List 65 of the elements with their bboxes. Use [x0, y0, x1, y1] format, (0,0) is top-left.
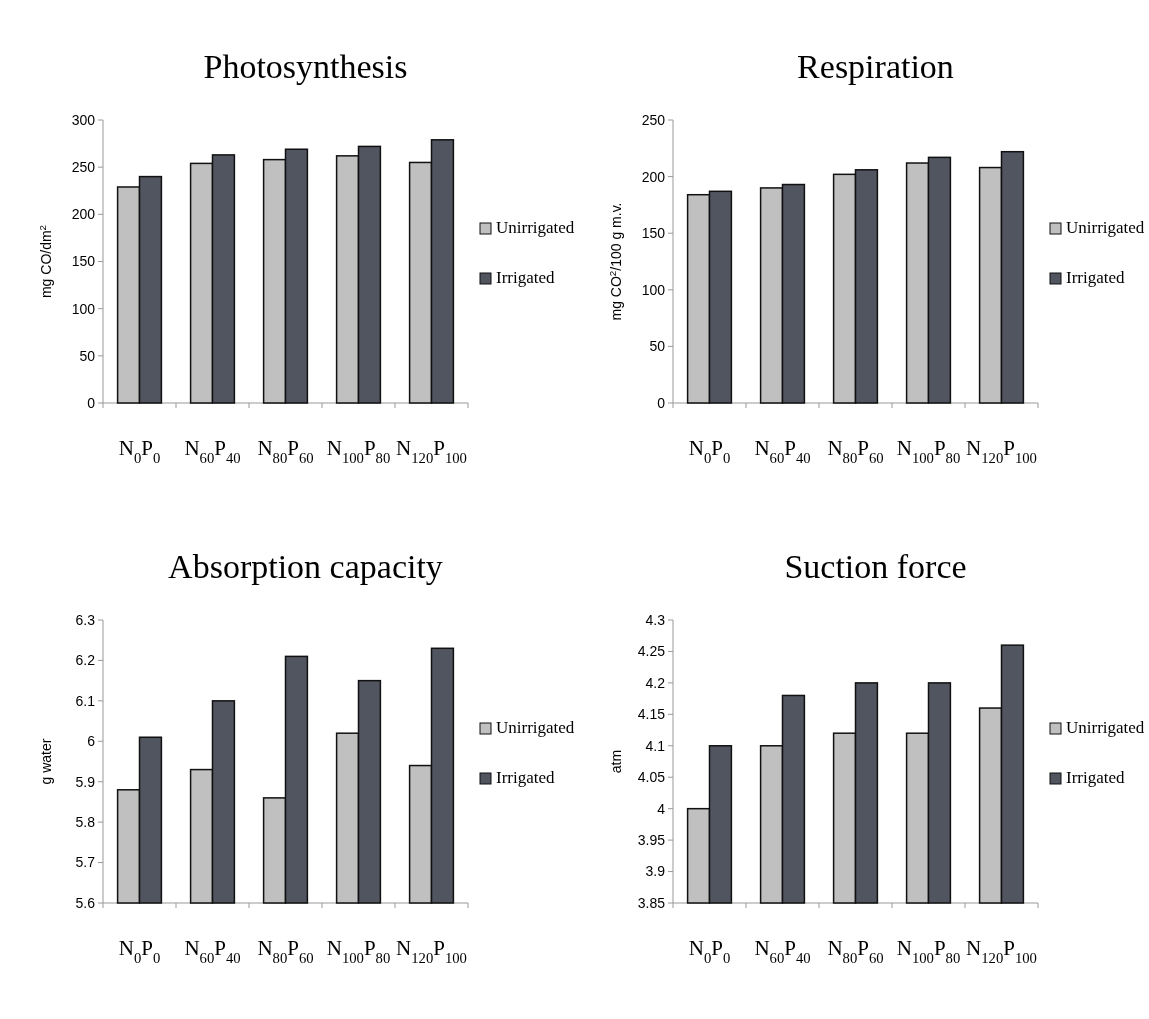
- x-tick-label: N$_{120}$P$_{100}$: [396, 436, 467, 466]
- y-tick-label: 6.2: [75, 652, 96, 669]
- x-tick-label: N$_{120}$P$_{100}$: [966, 436, 1037, 466]
- y-tick-label: 0: [657, 394, 666, 411]
- y-tick-label: 5.6: [75, 894, 96, 911]
- y-tick-label: 5.8: [75, 814, 96, 831]
- y-tick-label: 4.25: [637, 643, 666, 660]
- y-tick-label: 6.1: [75, 692, 96, 709]
- x-tick-label: N$_{100}$P$_{80}$: [326, 936, 391, 966]
- y-tick-label: 250: [71, 159, 96, 176]
- x-tick-label: N$_{120}$P$_{100}$: [396, 936, 467, 966]
- x-tick-label: N$_{60}$P$_{40}$: [184, 436, 241, 466]
- x-tick-label: N$_{0}$P$_{0}$: [118, 436, 161, 466]
- x-tick-label: N$_{60}$P$_{40}$: [754, 436, 811, 466]
- x-tick-label: N$_{100}$P$_{80}$: [896, 936, 961, 966]
- y-tick-label: 250: [641, 111, 666, 128]
- x-tick-label: N$_{80}$P$_{60}$: [257, 436, 314, 466]
- y-tick-label: 4.2: [645, 674, 666, 691]
- y-tick-label: 4: [657, 800, 666, 817]
- legend-label: Unirrigated: [496, 218, 575, 237]
- y-tick-label: 300: [71, 111, 96, 128]
- chart-title: Respiration: [797, 48, 954, 85]
- chart-title: Absorption capacity: [168, 548, 443, 585]
- y-tick-label: 200: [641, 168, 666, 185]
- legend-label: Irrigated: [496, 268, 556, 287]
- x-tick-label: N$_{100}$P$_{80}$: [896, 436, 961, 466]
- y-tick-label: 150: [71, 253, 96, 270]
- chart-title: Suction force: [784, 548, 967, 585]
- y-tick-label: 150: [641, 225, 666, 242]
- x-tick-label: N$_{0}$P$_{0}$: [118, 936, 161, 966]
- chart-title: Photosynthesis: [203, 48, 408, 85]
- y-tick-label: 3.85: [637, 894, 666, 911]
- legend-label: Unirrigated: [496, 718, 575, 737]
- y-tick-label: 6: [87, 733, 96, 750]
- x-tick-label: N$_{80}$P$_{60}$: [827, 436, 884, 466]
- legend-label: Unirrigated: [1066, 718, 1145, 737]
- y-tick-label: 0: [87, 394, 96, 411]
- y-tick-label: 200: [71, 206, 96, 223]
- legend-label: Irrigated: [496, 768, 556, 787]
- legend-label: Irrigated: [1066, 768, 1126, 787]
- y-axis-title: g water: [38, 738, 54, 785]
- y-tick-label: 6.3: [75, 611, 96, 628]
- x-tick-label: N$_{120}$P$_{100}$: [966, 936, 1037, 966]
- x-tick-label: N$_{60}$P$_{40}$: [754, 936, 811, 966]
- x-tick-label: N$_{100}$P$_{80}$: [326, 436, 391, 466]
- y-tick-label: 5.9: [75, 773, 96, 790]
- y-tick-label: 4.15: [637, 706, 666, 723]
- y-tick-label: 50: [649, 338, 666, 355]
- x-tick-label: N$_{80}$P$_{60}$: [827, 936, 884, 966]
- legend-label: Unirrigated: [1066, 218, 1145, 237]
- y-axis-title: atm: [608, 749, 624, 774]
- x-tick-label: N$_{0}$P$_{0}$: [688, 436, 731, 466]
- y-tick-label: 3.9: [645, 863, 666, 880]
- y-tick-label: 100: [71, 300, 96, 317]
- y-tick-label: 100: [641, 281, 666, 298]
- y-tick-label: 4.1: [645, 737, 666, 754]
- x-tick-label: N$_{80}$P$_{60}$: [257, 936, 314, 966]
- y-tick-label: 4.3: [645, 611, 666, 628]
- x-tick-label: N$_{60}$P$_{40}$: [184, 936, 241, 966]
- y-tick-label: 4.05: [637, 769, 666, 786]
- x-tick-label: N$_{0}$P$_{0}$: [688, 936, 731, 966]
- legend-label: Irrigated: [1066, 268, 1126, 287]
- y-tick-label: 3.95: [637, 832, 666, 849]
- y-tick-label: 50: [79, 347, 96, 364]
- y-tick-label: 5.7: [75, 854, 96, 871]
